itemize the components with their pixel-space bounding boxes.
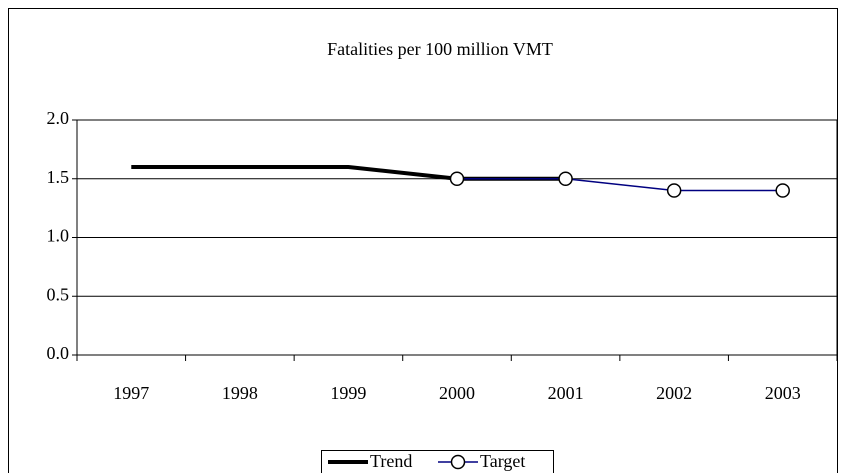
point-marker [558,171,573,186]
y-tick-label: 0.0 [47,343,70,363]
x-tick-label: 1999 [330,383,366,403]
x-tick-label: 2003 [765,383,801,403]
legend-label: Trend [370,451,412,471]
point-marker [775,183,790,198]
x-tick-label: 2002 [656,383,692,403]
x-tick-label: 2001 [548,383,584,403]
x-tick-label: 1998 [222,383,258,403]
chart-frame [8,8,838,473]
legend-marker [450,454,466,470]
chart-title: Fatalities per 100 million VMT [327,39,553,59]
legend-box [321,450,554,473]
x-tick-label: 1997 [113,383,149,403]
point-marker [449,171,465,186]
y-tick-label: 1.5 [47,167,70,187]
legend-label: Target [480,451,525,471]
point-marker [666,183,682,198]
y-tick-label: 0.5 [47,284,70,304]
y-tick-label: 1.0 [47,226,70,246]
x-tick-label: 2000 [439,383,475,403]
line-series [457,178,783,192]
y-tick-label: 2.0 [47,108,70,128]
